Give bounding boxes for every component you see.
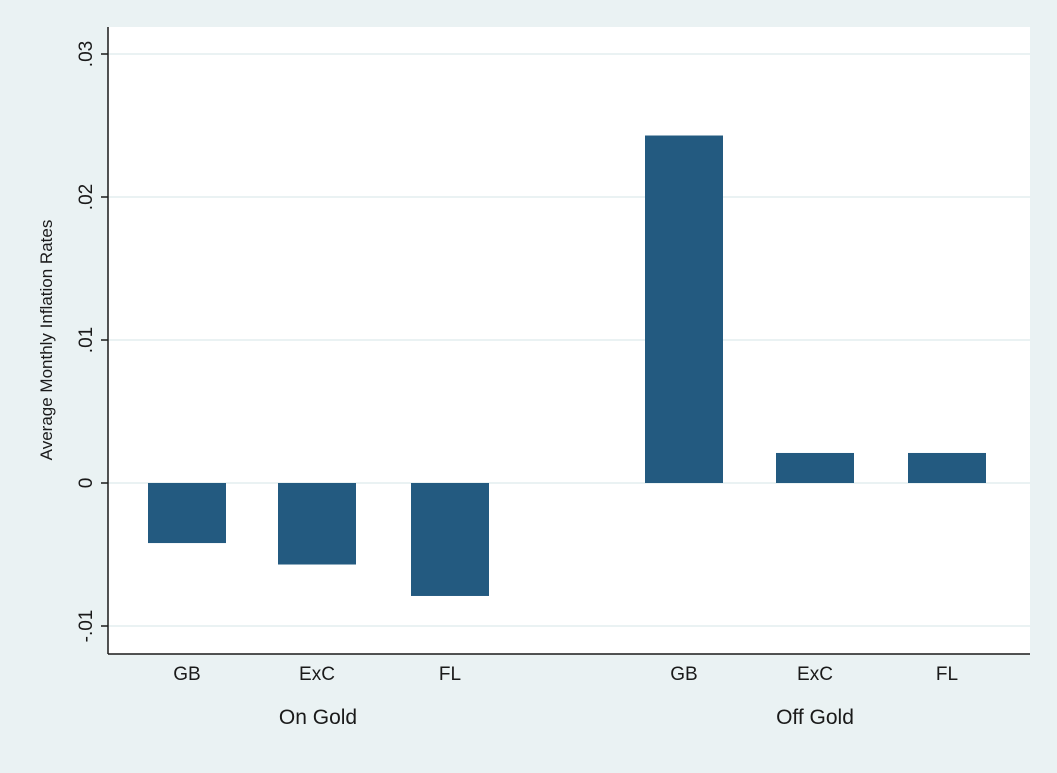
y-tick-label: 0 [76, 478, 97, 489]
bar-off-gold-fl [908, 452, 986, 483]
y-tick-label: .01 [76, 327, 97, 353]
x-group-label: On Gold [279, 706, 357, 729]
x-labels: GB ExC FL On Gold GB ExC FL Off Gold [173, 664, 958, 729]
bar-off-gold-exc [776, 452, 854, 483]
y-ticks: -.01 0 .01 .02 .03 [76, 41, 108, 643]
gridlines [108, 53, 1030, 627]
y-tick-label: .03 [76, 41, 97, 67]
x-category-label: FL [439, 664, 461, 685]
bars [148, 135, 986, 596]
x-category-label: GB [173, 664, 200, 685]
x-category-label: GB [670, 664, 697, 685]
y-tick-label: .02 [76, 184, 97, 210]
x-category-label: FL [936, 664, 958, 685]
x-category-label: ExC [797, 664, 833, 685]
y-tick-label: -.01 [76, 610, 97, 643]
bar-off-gold-gb [645, 135, 723, 483]
x-group-label: Off Gold [776, 706, 854, 729]
x-category-label: ExC [299, 664, 335, 685]
bar-on-gold-gb [148, 483, 226, 544]
bar-on-gold-exc [278, 483, 356, 565]
y-axis-title: Average Monthly Inflation Rates [37, 220, 56, 461]
bar-on-gold-fl [411, 483, 489, 596]
